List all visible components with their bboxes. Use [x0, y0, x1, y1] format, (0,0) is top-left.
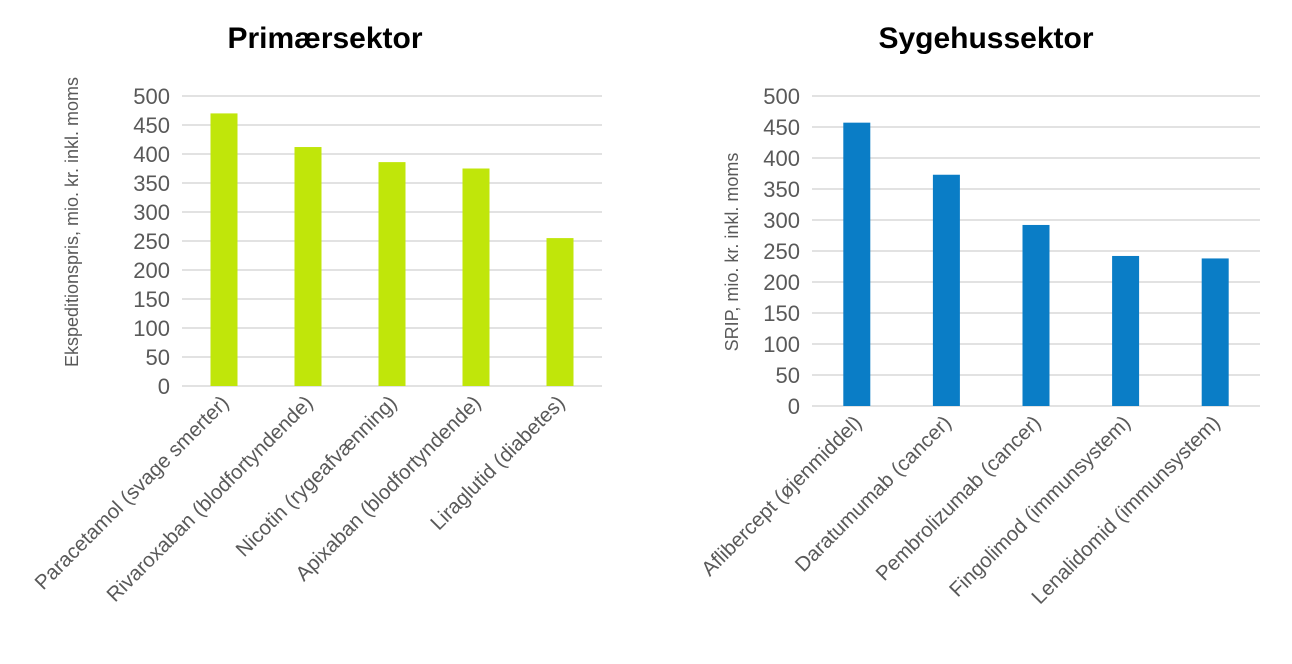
bars [210, 113, 574, 387]
y-tick-label: 500 [133, 84, 170, 109]
y-tick-labels: 0 50 100 150 200 250 300 350 400 450 500 [763, 84, 800, 419]
y-axis-title: Ekspeditionspris, mio. kr. inkl. moms [62, 77, 82, 367]
y-tick-label: 400 [763, 146, 800, 171]
y-tick-label: 50 [776, 363, 800, 388]
bar [210, 113, 238, 387]
y-tick-label: 450 [133, 113, 170, 138]
y-tick-label: 250 [133, 229, 170, 254]
x-category-label: Nicotin (rygeafvænning) [231, 391, 401, 561]
y-tick-label: 100 [763, 332, 800, 357]
bar [294, 147, 322, 386]
y-axis-title: SRIP, mio. kr. inkl. moms [722, 153, 742, 352]
x-category-label: Lenalidomid (immunsystem) [1027, 411, 1225, 609]
y-tick-label: 500 [763, 84, 800, 109]
x-category-label: Fingolimod (immunsystem) [945, 411, 1135, 601]
x-category-labels: Paracetamol (svage smerter)Rivaroxaban (… [30, 391, 569, 606]
y-tick-label: 400 [133, 142, 170, 167]
bar [932, 174, 960, 406]
y-tick-label: 450 [763, 115, 800, 140]
primary-sector-chart: Primærsektor Ekspeditionspris, mio. kr. … [30, 22, 602, 607]
x-category-label: Aflibercept (øjenmiddel) [697, 411, 866, 580]
chart-title: Sygehussektor [878, 22, 1093, 55]
y-tick-label: 350 [763, 177, 800, 202]
bar [1112, 255, 1140, 406]
y-tick-label: 250 [763, 239, 800, 264]
y-tick-label: 350 [133, 171, 170, 196]
y-tick-label: 0 [158, 374, 170, 399]
bar [462, 168, 490, 386]
y-tick-label: 200 [763, 270, 800, 295]
bar [843, 122, 871, 406]
x-category-label: Pembrolizumab (cancer) [871, 411, 1045, 585]
gridlines [812, 95, 1260, 407]
hospital-sector-chart: Sygehussektor SRIP, mio. kr. inkl. moms … [697, 22, 1260, 609]
y-tick-label: 150 [763, 301, 800, 326]
y-tick-label: 0 [788, 394, 800, 419]
bars [843, 122, 1229, 406]
x-category-label: Daratumumab (cancer) [791, 411, 956, 576]
bar [1201, 258, 1229, 406]
chart-title: Primærsektor [227, 22, 422, 55]
y-tick-label: 200 [133, 258, 170, 283]
bar [546, 238, 574, 386]
y-tick-label: 100 [133, 316, 170, 341]
y-tick-label: 50 [146, 345, 170, 370]
y-tick-label: 300 [133, 200, 170, 225]
y-tick-label: 300 [763, 208, 800, 233]
y-tick-labels: 0 50 100 150 200 250 300 350 400 450 500 [133, 84, 170, 399]
bar [378, 162, 406, 386]
x-category-labels: Aflibercept (øjenmiddel)Daratumumab (can… [697, 411, 1225, 609]
bar [1022, 224, 1050, 406]
y-tick-label: 150 [133, 287, 170, 312]
